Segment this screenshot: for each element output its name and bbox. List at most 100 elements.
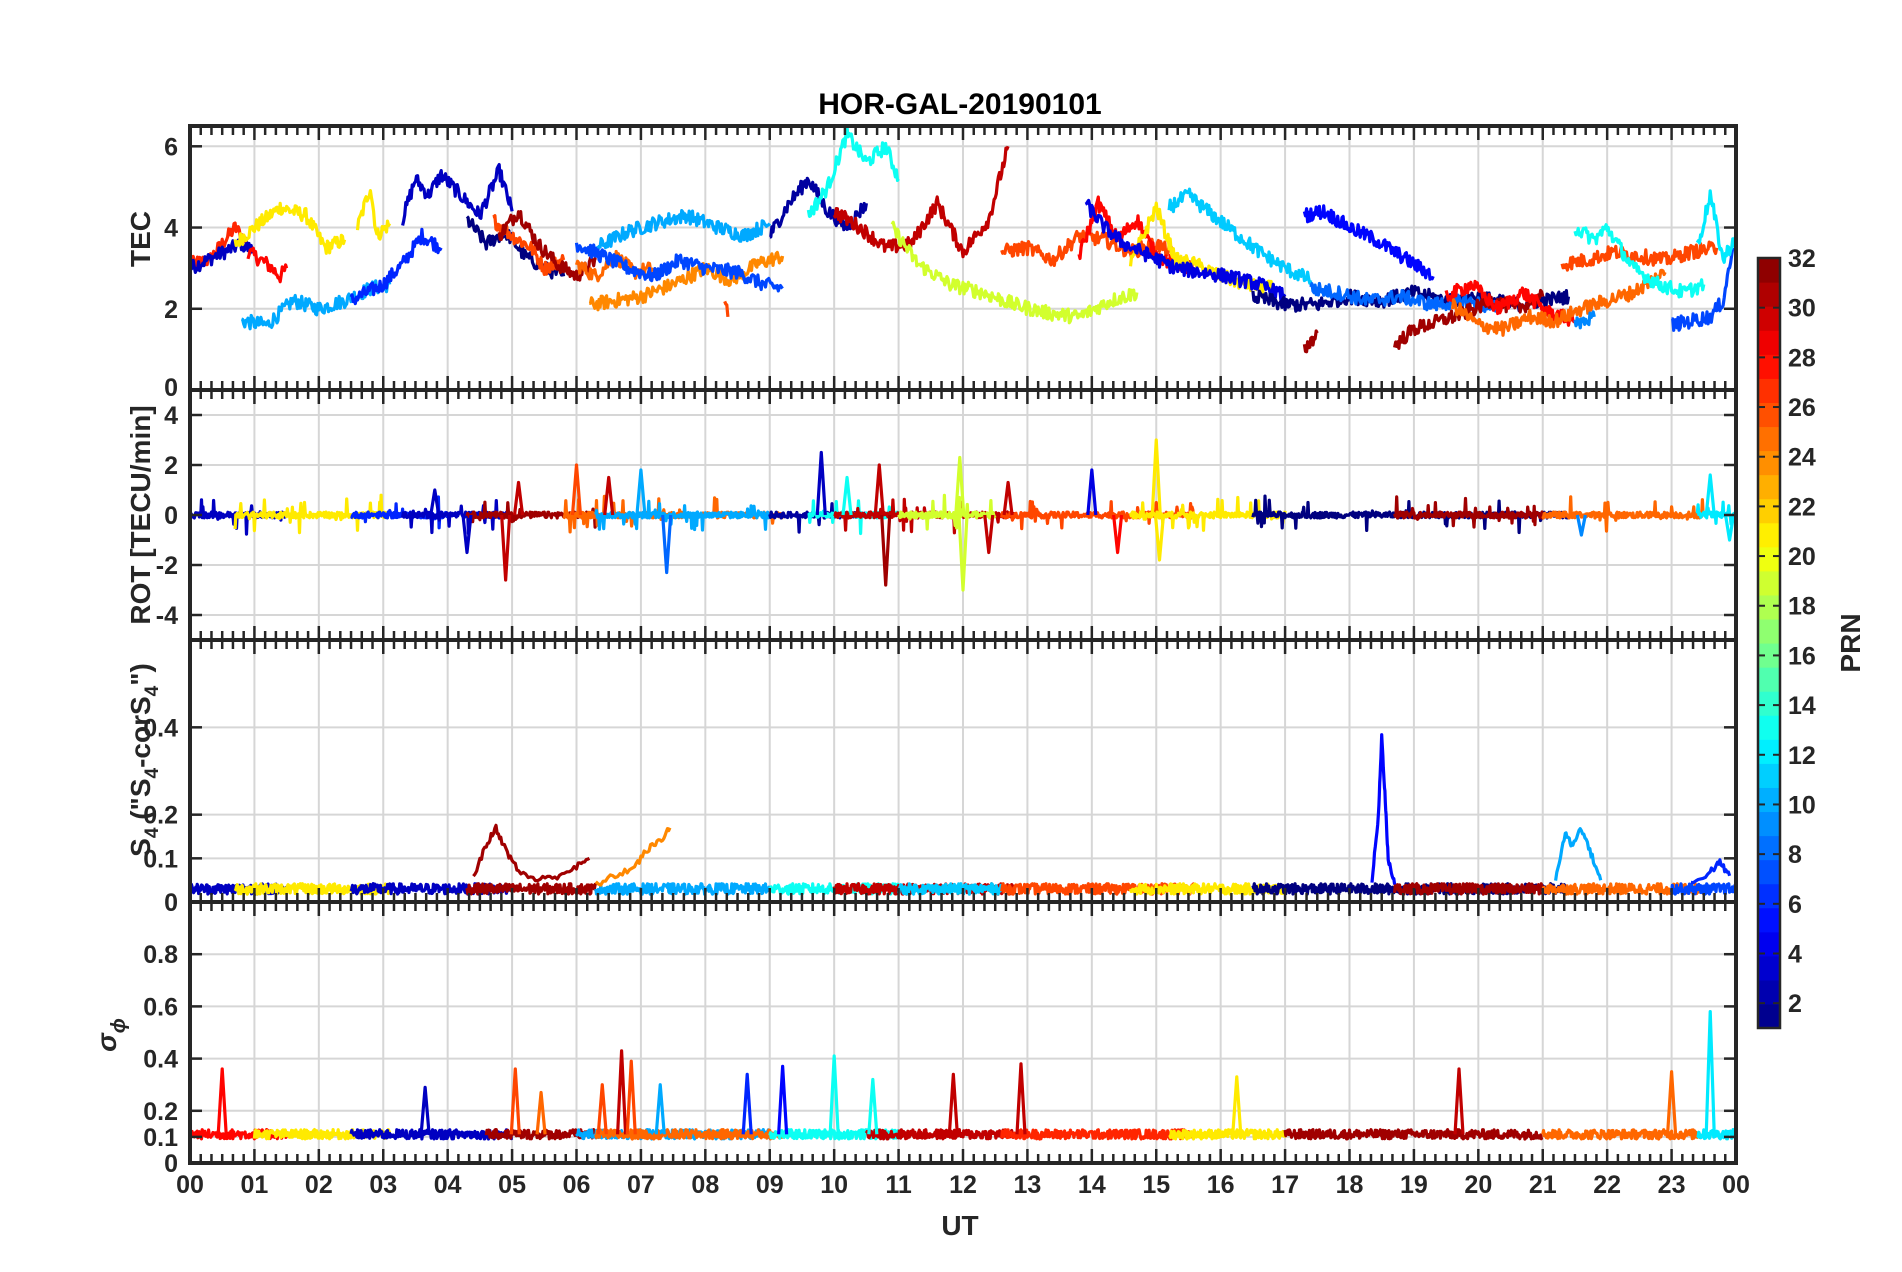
rot-spike-0 (429, 488, 441, 516)
colorbar-level (1758, 907, 1780, 933)
y-tick-label-sigphi: 0.6 (143, 993, 178, 1021)
colorbar-tick-label: 10 (1788, 791, 1816, 819)
series-sigphi (190, 1010, 1736, 1141)
sigphi-segment-7 (864, 1128, 1016, 1141)
rot-segment-14 (1393, 495, 1545, 529)
series-tec (190, 126, 1736, 354)
sigphi-spike-4 (596, 1083, 608, 1135)
colorbar-level (1758, 354, 1780, 379)
tec-series-12 (588, 250, 785, 312)
sigphi-segment-12 (1696, 1128, 1736, 1141)
colorbar-level (1758, 787, 1780, 813)
sigphi-spike-8 (741, 1072, 753, 1135)
ticks-rot (188, 390, 1738, 640)
sigphi-segment-10 (1283, 1128, 1544, 1141)
rot-spike-5 (603, 475, 615, 516)
x-tick-label: 09 (756, 1171, 784, 1199)
colorbar-level (1758, 739, 1780, 764)
colorbar-tick-label: 2 (1788, 990, 1802, 1018)
sigphi-spike-12 (947, 1072, 959, 1135)
colorbar-level (1758, 643, 1780, 668)
tec-series-4 (355, 189, 392, 241)
rot-spike-7 (635, 468, 647, 516)
colorbar-level (1758, 546, 1780, 572)
tec-series-1 (190, 236, 255, 274)
colorbar-level (1758, 498, 1780, 524)
tec-series-2 (246, 246, 289, 284)
sigphi-spike-2 (509, 1067, 521, 1135)
sigphi-spike-7 (654, 1083, 666, 1135)
rot-spike-19 (1153, 514, 1166, 562)
tec-series-19 (890, 220, 1139, 325)
colorbar-tick-label: 28 (1788, 344, 1816, 372)
x-tick-label: 12 (949, 1171, 977, 1199)
panel-s4: 0 0.1 0.2 0.4 (143, 638, 1738, 917)
y-tick-label-s4: 0.4 (143, 714, 178, 742)
tec-series-33 (1573, 223, 1706, 299)
x-tick-label: 10 (820, 1171, 848, 1199)
colorbar-level (1758, 378, 1780, 403)
s4-bump-0 (472, 823, 591, 883)
x-tick-label: 07 (627, 1171, 655, 1199)
y-tick-label-sigphi: 0.1 (143, 1124, 178, 1152)
sigphi-spike-17 (1704, 1010, 1716, 1135)
s4-bump-4 (1690, 858, 1732, 885)
x-tick-label: 23 (1658, 1171, 1686, 1199)
colorbar-level (1758, 522, 1780, 548)
colorbar-level (1758, 450, 1780, 476)
y-tick-label-s4: 0.1 (143, 845, 178, 873)
sigphi-segment-8 (1000, 1128, 1197, 1141)
colorbar-tick-label: 6 (1788, 891, 1802, 919)
colorbar-level (1758, 979, 1780, 1005)
sigphi-spike-11 (867, 1077, 879, 1135)
series-s4 (190, 733, 1736, 896)
sigphi-segment-11 (1541, 1128, 1706, 1141)
tec-series-28 (1302, 329, 1319, 354)
x-tick-label: 18 (1336, 1171, 1364, 1199)
chart-title: HOR-GAL-20190101 (818, 88, 1101, 121)
tec-series-17 (806, 126, 900, 218)
sigphi-spike-0 (216, 1067, 228, 1135)
rot-spike-6 (661, 514, 673, 575)
s4-segment-4 (594, 882, 772, 896)
sigphi-segment-2 (349, 1128, 514, 1141)
rot-segment-10 (897, 493, 997, 531)
tec-series-16 (769, 176, 868, 239)
tec-series-30 (1444, 279, 1576, 327)
colorbar-level (1758, 258, 1780, 283)
rot-spike-20 (1575, 514, 1587, 537)
sigphi-spike-15 (1453, 1067, 1465, 1135)
sigphi-spike-16 (1665, 1070, 1678, 1135)
colorbar-level (1758, 811, 1780, 837)
rot-spike-13 (954, 455, 966, 516)
s4-segment-3 (465, 882, 598, 896)
sigphi-spike-13 (1015, 1062, 1027, 1135)
tec-series-31 (1451, 268, 1667, 337)
tec-series-23 (1167, 187, 1313, 285)
colorbar-tick-label: 18 (1788, 593, 1816, 621)
y-tick-label-sigphi: 0 (164, 1150, 178, 1178)
tec-series-14 (594, 209, 772, 252)
x-tick-labels: 00 01 02 03 04 05 06 07 08 09 10 11 12 13 14 15 16 17 18 19… (176, 1171, 1750, 1199)
x-axis-label: UT (941, 1210, 978, 1241)
colorbar-level (1758, 402, 1780, 428)
colorbar-tick-label: 24 (1788, 444, 1816, 472)
rot-spike-9 (841, 475, 853, 516)
x-tick-label: 05 (498, 1171, 526, 1199)
y-tick-label-tec: 2 (164, 296, 178, 324)
panel-rot: -4 -2 0 2 4 (156, 388, 1738, 642)
y-tick-label-sigphi: 0.4 (143, 1046, 178, 1074)
x-tick-label: 04 (434, 1171, 462, 1199)
x-tick-label: 11 (885, 1171, 912, 1199)
y-tick-label-rot: 4 (164, 402, 178, 430)
colorbar-level (1758, 306, 1780, 331)
colorbar-level (1758, 667, 1780, 692)
colorbar-level (1758, 691, 1780, 716)
x-tick-label: 16 (1207, 1171, 1235, 1199)
y-axis-label-s4: S4 ("S4-corS4") (125, 663, 163, 857)
x-tick-label: 14 (1078, 1171, 1106, 1199)
s4-segment-11 (1393, 882, 1545, 896)
rot-spike-15 (1002, 480, 1014, 516)
tec-series-5 (240, 277, 392, 331)
